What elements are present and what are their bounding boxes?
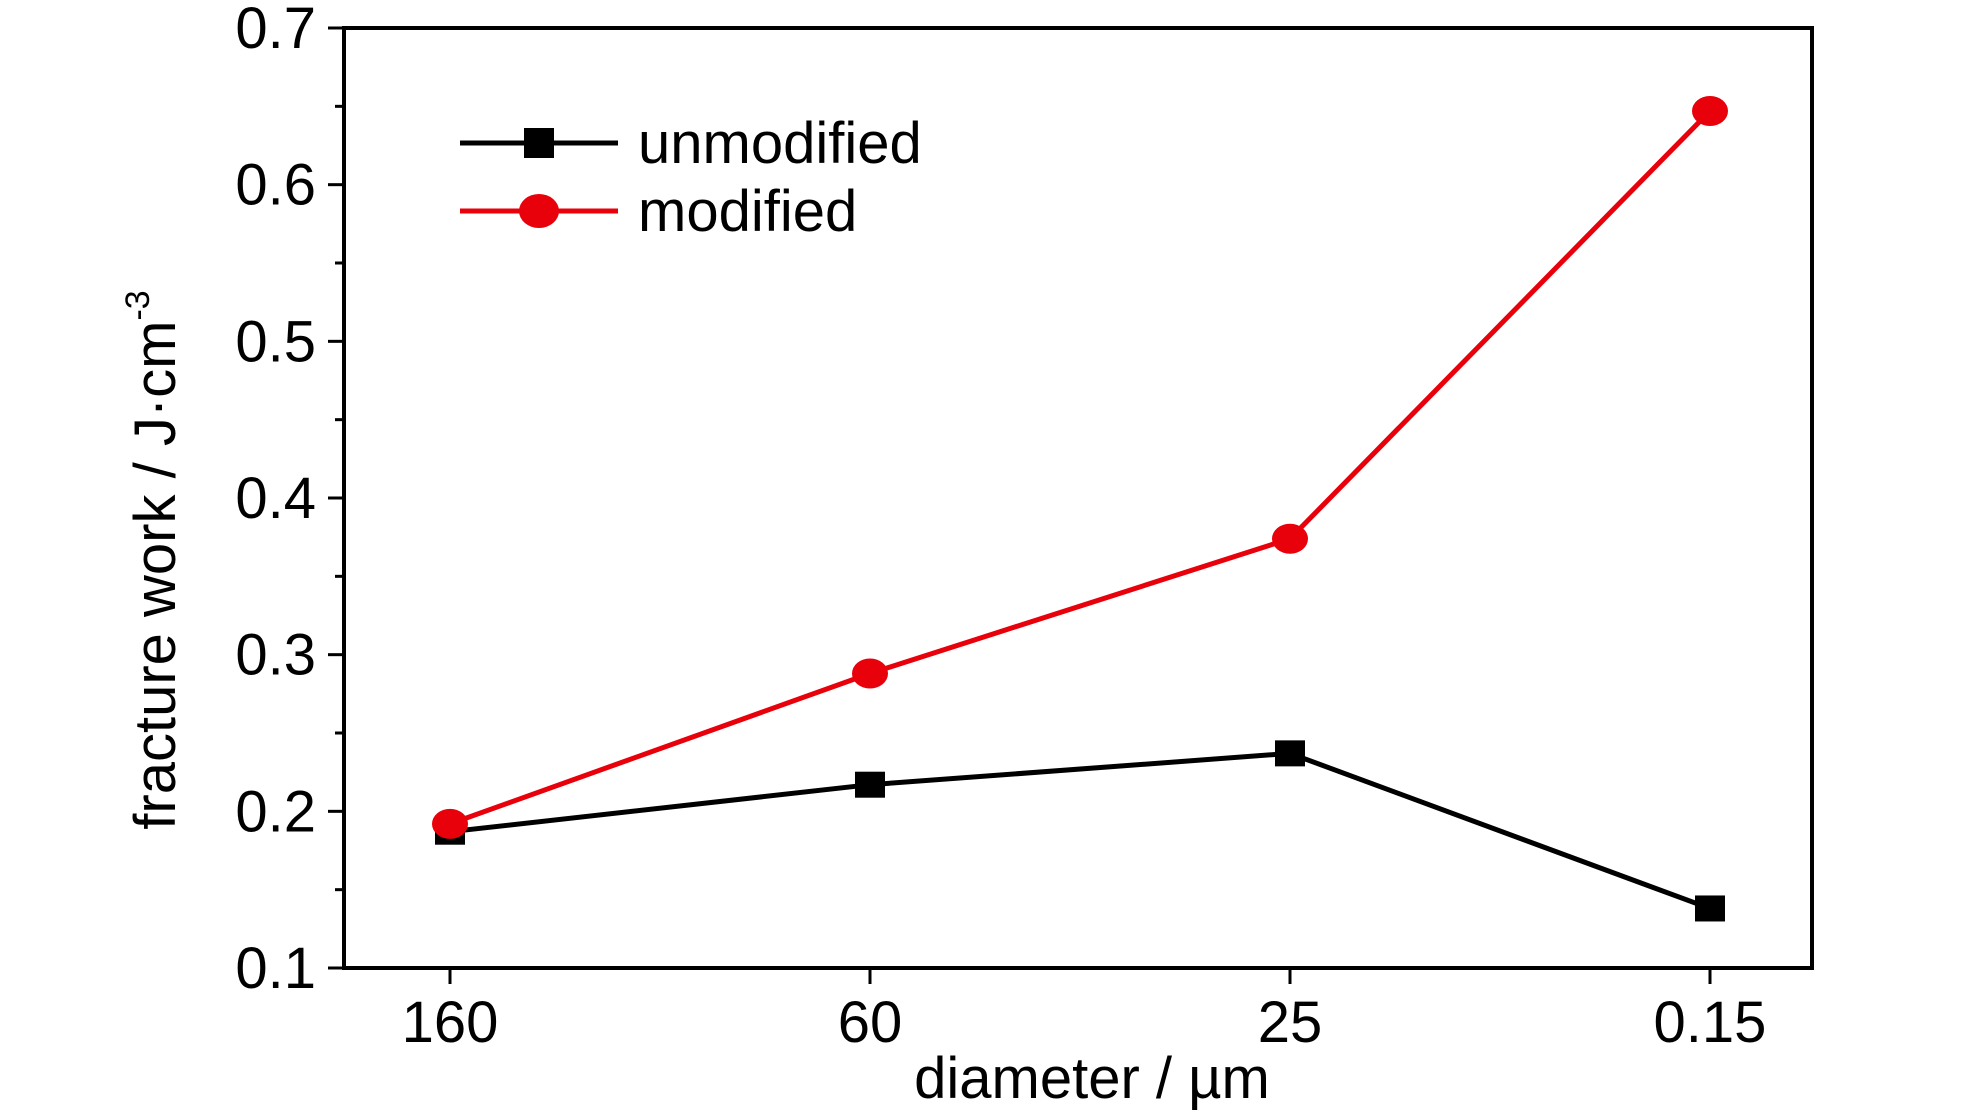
y-axis: 0.1 0.2 0.3 0.4 0.5 0.6 0.7: [235, 0, 344, 1001]
x-tick-label: 160: [402, 990, 499, 1055]
data-point-unmodified: [1275, 740, 1305, 767]
x-axis: 160 60 25 0.15: [402, 968, 1767, 1055]
x-tick-label: 0.15: [1654, 990, 1767, 1055]
y-axis-title-superscript: -3: [119, 290, 157, 320]
y-tick-label: 0.1: [235, 936, 316, 1001]
y-tick-label: 0.3: [235, 623, 316, 688]
x-axis-title: diameter / µm: [914, 1046, 1270, 1110]
y-tick-label: 0.5: [235, 309, 316, 374]
data-point-modified: [1272, 523, 1308, 554]
y-tick-label: 0.2: [235, 779, 316, 844]
legend-marker-unmodified: [524, 128, 554, 158]
legend-label-modified: modified: [638, 179, 857, 244]
y-tick-label: 0.7: [235, 0, 316, 61]
data-point-modified: [1692, 96, 1728, 127]
data-point-modified: [432, 808, 468, 839]
x-tick-label: 25: [1258, 990, 1323, 1055]
y-axis-title: fracture work / J·cm-3: [119, 290, 188, 829]
data-point-unmodified: [855, 771, 885, 798]
plot-frame: [342, 26, 1814, 970]
svg-text:fracture work / J·cm-3: fracture work / J·cm-3: [119, 290, 188, 829]
series-line-modified: [449, 109, 1712, 827]
data-point-unmodified: [1695, 895, 1725, 922]
y-axis-title-text: fracture work / J·cm: [123, 321, 188, 830]
y-tick-label: 0.4: [235, 466, 316, 531]
legend-label-unmodified: unmodified: [638, 111, 922, 176]
legend-marker-modified: [519, 194, 559, 228]
x-tick-label: 60: [838, 990, 903, 1055]
y-tick-label: 0.6: [235, 153, 316, 218]
data-point-modified: [852, 658, 888, 689]
series-line-unmodified: [449, 750, 1711, 911]
series-layer: [432, 96, 1728, 922]
